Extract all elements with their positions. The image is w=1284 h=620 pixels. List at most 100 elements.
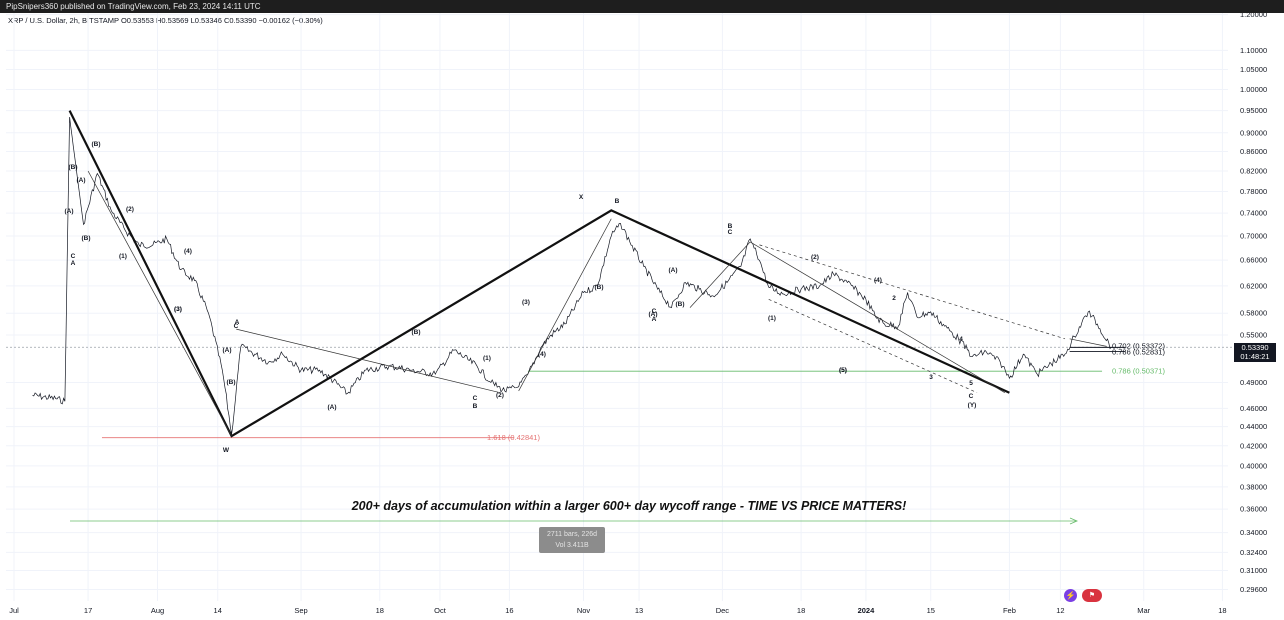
time-tick-label: 13 [635, 606, 643, 615]
price-tick-label: 0.78000 [1240, 187, 1267, 196]
price-tick-label: 0.34000 [1240, 528, 1267, 537]
wave-label: (B) [411, 329, 420, 336]
price-tick-label: 0.31000 [1240, 566, 1267, 575]
time-tick-label: 15 [927, 606, 935, 615]
price-tick-label: 0.95000 [1240, 106, 1267, 115]
wave-label: A [652, 316, 657, 323]
wave-label: (A) [668, 267, 677, 274]
wave-label: (B) [91, 141, 100, 148]
wave-label: (Y) [968, 402, 977, 409]
trend-line [768, 298, 978, 393]
wave-label: (A) [327, 404, 336, 411]
wave-label: (B) [81, 235, 90, 242]
price-tick-label: 0.40000 [1240, 461, 1267, 470]
wave-label: (B) [226, 379, 235, 386]
wave-label: 3 [929, 374, 933, 381]
price-tick-label: 0.49000 [1240, 378, 1267, 387]
wave-label: (4) [874, 277, 882, 284]
wave-label: A [71, 260, 76, 267]
price-tick-label: 0.36000 [1240, 505, 1267, 514]
wave-label: (2) [811, 254, 819, 261]
time-tick-label: Feb [1003, 606, 1016, 615]
time-tick-label: 17 [84, 606, 92, 615]
trend-line [236, 328, 501, 394]
time-tick-label: 2024 [858, 606, 876, 615]
symbol-info: XRP / U.S. Dollar, 2h, BITSTAMP O0.53553… [8, 16, 323, 25]
trend-line [689, 241, 751, 308]
flag-icon[interactable]: ⚑ [1082, 589, 1102, 602]
price-tick-label: 1.05000 [1240, 65, 1267, 74]
price-tick-label: 0.86000 [1240, 147, 1267, 156]
trend-line [749, 241, 1005, 393]
wave-label: B [728, 223, 733, 230]
wave-label: C [728, 229, 733, 236]
trend-line [1069, 338, 1107, 347]
wave-label: (1) [768, 315, 776, 322]
wave-label: C [652, 308, 657, 315]
price-tick-label: 0.32400 [1240, 548, 1267, 557]
fib-level-label: 0.786 (0.50371) [1112, 367, 1165, 376]
wave-label: (A) [648, 311, 657, 318]
price-tick-label: 0.62000 [1240, 281, 1267, 290]
accumulation-arrowhead [1069, 517, 1079, 525]
wave-label: X [579, 194, 584, 201]
price-tick-label: 1.20000 [1240, 13, 1267, 19]
wave-label: (3) [174, 306, 182, 313]
price-tick-label: 0.74000 [1240, 209, 1267, 218]
time-tick-label: Mar [1137, 606, 1150, 615]
wave-label: (5) [839, 367, 847, 374]
price-tick-label: 0.44000 [1240, 422, 1267, 431]
countdown-box: 01:48:21 [1234, 352, 1276, 362]
wave-label: (2) [496, 392, 504, 399]
price-tick-label: 0.29600 [1240, 585, 1267, 594]
trend-line [87, 170, 232, 437]
main-wave-path [68, 110, 1010, 438]
wave-label: C [71, 253, 76, 260]
fib-level-label: 1.618 (0.42841) [487, 433, 540, 442]
wave-label: 5 [969, 380, 973, 387]
wave-label: 4 [959, 336, 963, 343]
wave-label: B [615, 198, 620, 205]
wave-label: (1) [119, 253, 127, 260]
time-tick-label: Dec [716, 606, 730, 615]
ohlc-values: O0.53553 H0.53569 L0.53346 C0.53390 −0.0… [120, 16, 323, 25]
time-tick-label: 18 [797, 606, 805, 615]
time-tick-label: 12 [1056, 606, 1064, 615]
price-tick-label: 0.66000 [1240, 256, 1267, 265]
wave-label: (A) [222, 347, 231, 354]
wave-label: B [473, 403, 478, 410]
price-chart[interactable]: 1.20000 1.10000 1.05000 1.00000 0.95000 0.900… [0, 13, 1284, 620]
price-tick-label: 0.82000 [1240, 167, 1267, 176]
price-tick-label: 0.55000 [1240, 331, 1267, 340]
price-tick-label: 0.70000 [1240, 231, 1267, 240]
lightning-icon[interactable]: ⚡ [1064, 589, 1077, 602]
wave-label: (B) [68, 164, 77, 171]
price-tick-label: 0.90000 [1240, 128, 1267, 137]
time-tick-label: 16 [505, 606, 513, 615]
price-tick-label: 1.00000 [1240, 85, 1267, 94]
time-tick-label: Jul [9, 606, 19, 615]
price-series-line[interactable] [32, 117, 1112, 435]
wave-label: C [234, 323, 239, 330]
price-tick-label: 1.10000 [1240, 46, 1267, 55]
wave-label: (2) [126, 206, 134, 213]
trend-line [759, 244, 1066, 340]
wave-label: (A) [64, 208, 73, 215]
wave-label: 2 [892, 295, 896, 302]
time-tick-label: Aug [151, 606, 164, 615]
time-tick-label: Sep [294, 606, 307, 615]
time-tick-label: Oct [434, 606, 447, 615]
wave-label: (4) [184, 248, 192, 255]
fib-level-label: 0.786 (0.52831) [1112, 348, 1165, 357]
time-tick-label: Nov [577, 606, 591, 615]
current-price-box: 0.53390 [1234, 343, 1276, 353]
measure-tooltip: 2711 bars, 226d Vol 3.411B [539, 527, 605, 553]
wave-label: A [235, 319, 240, 326]
price-tick-label: 0.58000 [1240, 309, 1267, 318]
wave-label: (5) [839, 367, 847, 374]
wave-label: C [969, 393, 974, 400]
measure-bars: 2711 bars, 226d [546, 531, 598, 538]
symbol-label: XRP / U.S. Dollar, 2h, BITSTAMP [8, 16, 119, 25]
fib-level-label: 0.702 (0.53372) [1112, 341, 1165, 350]
wave-label: C [473, 395, 478, 402]
